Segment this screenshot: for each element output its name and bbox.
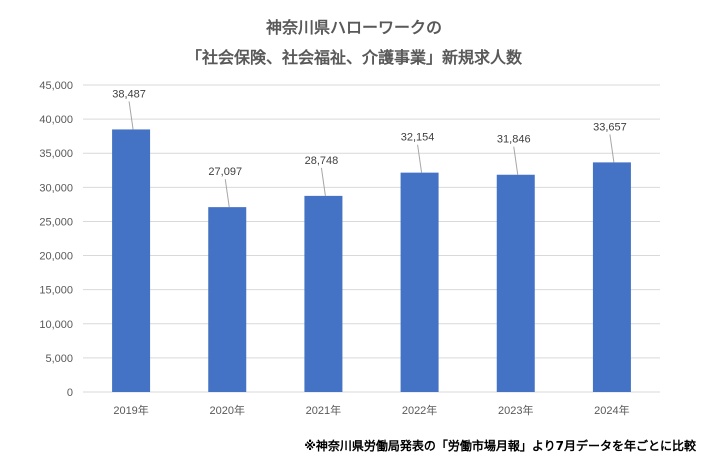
data-label: 38,487 — [112, 88, 146, 100]
data-label-leader — [513, 146, 519, 175]
data-label: 33,657 — [593, 121, 627, 133]
y-tick-label: 40,000 — [39, 114, 73, 126]
data-label-leader — [128, 101, 134, 130]
y-tick-label: 35,000 — [39, 148, 73, 160]
y-tick-label: 10,000 — [39, 319, 73, 331]
y-tick-label: 25,000 — [39, 216, 73, 228]
x-tick-label: 2021年 — [306, 403, 341, 417]
footnote: ※神奈川県労働局発表の「労働市場月報」より7月データを年ごとに比較 — [304, 439, 696, 453]
chart-title-line-2: 「社会保険、社会福祉、介護事業」新規求人数 — [185, 48, 522, 67]
data-label-leader — [417, 144, 423, 173]
bar — [496, 174, 535, 392]
bar — [400, 172, 439, 392]
x-tick-label: 2022年 — [402, 403, 437, 417]
data-label-leader — [609, 134, 615, 163]
data-label: 32,154 — [401, 132, 435, 144]
y-tick-label: 45,000 — [39, 80, 73, 92]
y-tick-label: 30,000 — [39, 182, 73, 194]
x-tick-label: 2024年 — [594, 403, 629, 417]
x-tick-label: 2023年 — [498, 403, 533, 417]
y-tick-label: 0 — [67, 387, 73, 399]
bar — [304, 195, 343, 392]
data-label-leader — [320, 167, 326, 196]
data-label: 27,097 — [208, 166, 242, 178]
x-tick-label: 2020年 — [210, 403, 245, 417]
data-label: 28,748 — [305, 155, 339, 167]
bar — [112, 129, 151, 392]
data-label-leader — [224, 179, 230, 208]
y-tick-label: 5,000 — [45, 353, 73, 365]
y-tick-label: 20,000 — [39, 251, 73, 263]
y-tick-label: 15,000 — [39, 285, 73, 297]
bar — [208, 207, 247, 392]
bar — [592, 162, 631, 392]
chart-title-line-1: 神奈川県ハローワークの — [265, 18, 442, 37]
data-label: 31,846 — [497, 134, 531, 146]
x-tick-label: 2019年 — [113, 403, 148, 417]
